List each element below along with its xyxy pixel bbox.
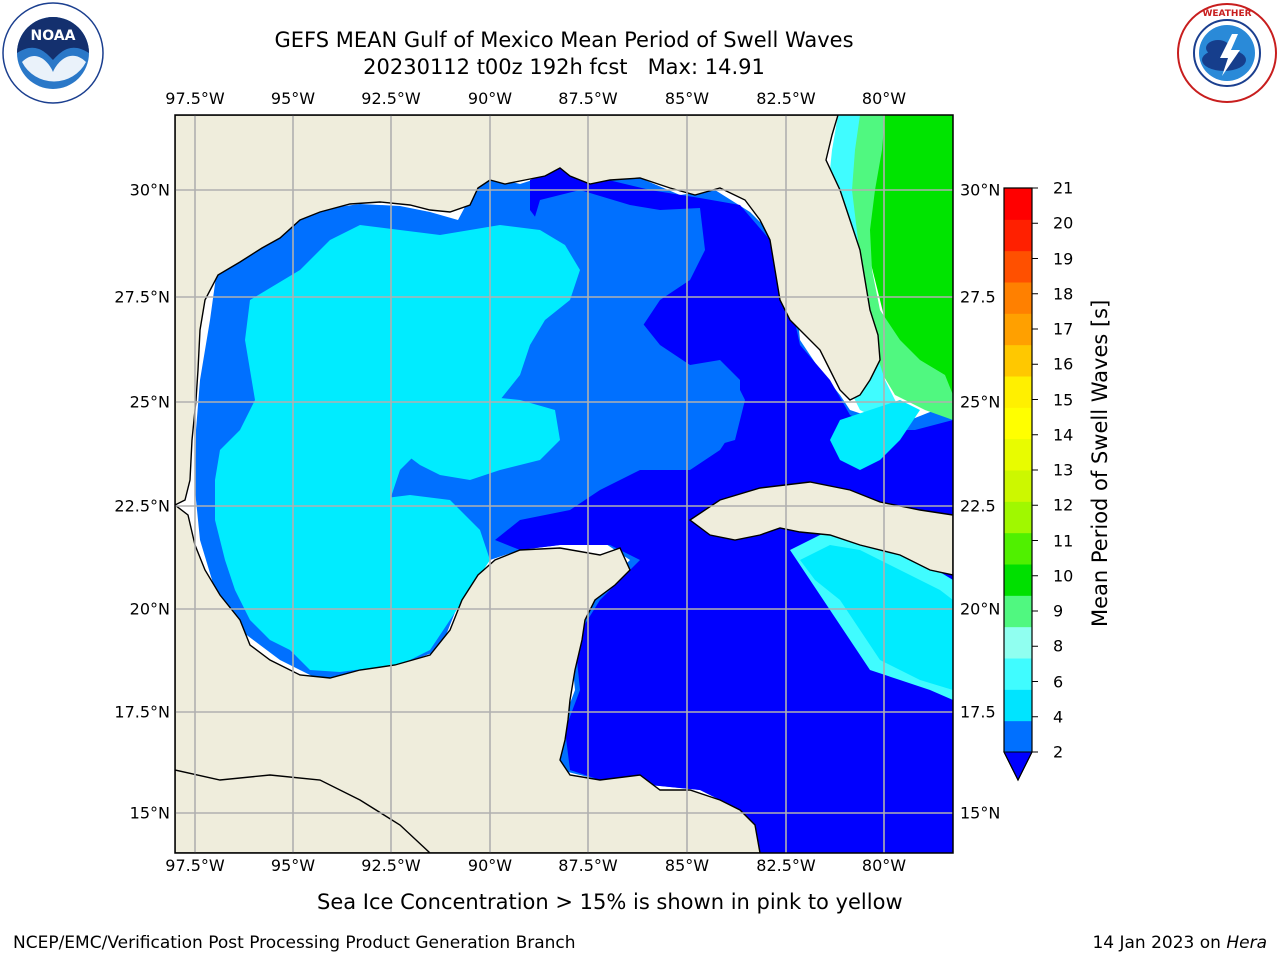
gulf-water-cyan-inner xyxy=(285,495,490,672)
map-title-line2: 20230112 t00z 192h fcst Max: 14.91 xyxy=(363,55,765,79)
lat-label-left: 20°N xyxy=(129,599,170,619)
footer-date-text: 14 Jan 2023 on xyxy=(1092,933,1227,953)
lat-label-left: 25°N xyxy=(129,392,170,412)
colorbar-segment xyxy=(1004,720,1032,753)
colorbar-tick-label: 8 xyxy=(1053,636,1064,656)
lat-label-left: 22.5°N xyxy=(114,496,170,516)
colorbar-segment xyxy=(1004,438,1032,471)
colorbar-tick-label: 19 xyxy=(1053,249,1074,268)
colorbar-segment xyxy=(1004,376,1032,408)
lat-label-right: 15°N xyxy=(960,803,1001,823)
colorbar-tick-label: 16 xyxy=(1053,354,1074,374)
land-us-north xyxy=(175,115,881,506)
land-mexico xyxy=(175,504,761,853)
svg-text:WEATHER: WEATHER xyxy=(1202,9,1251,19)
colorbar-segment xyxy=(1004,626,1032,659)
colorbar-segment xyxy=(1004,532,1032,565)
colorbar-segment xyxy=(1004,407,1032,440)
lon-label-bottom: 97.5°W xyxy=(165,856,225,875)
lat-label-right: 22.5 xyxy=(960,496,996,516)
colorbar-tick-label: 20 xyxy=(1053,213,1074,233)
footer-host: Hera xyxy=(1226,933,1267,953)
colorbar-tick-label: 21 xyxy=(1053,178,1074,198)
colorbar-segment xyxy=(1004,564,1032,596)
colorbar-tick-label: 14 xyxy=(1053,425,1074,445)
colorbar-tick-label: 15 xyxy=(1053,390,1074,409)
atlantic-water-light-green xyxy=(842,115,953,420)
colorbar-tick-label: 2 xyxy=(1053,742,1064,762)
map-frame xyxy=(174,114,954,854)
lat-label-left: 15°N xyxy=(129,803,170,823)
strait-water-cyan xyxy=(830,400,920,470)
colorbar-segment xyxy=(1004,344,1032,377)
lon-label-top: 92.5°W xyxy=(361,89,421,108)
colorbar-segment xyxy=(1004,658,1032,690)
colorbar-segment xyxy=(1004,689,1032,722)
lat-label-left: 30°N xyxy=(129,180,170,200)
lon-label-bottom: 80°W xyxy=(861,856,907,875)
lon-label-bottom: 95°W xyxy=(270,856,316,875)
colorbar-segment xyxy=(1004,282,1032,314)
colorbar-tick-label: 17 xyxy=(1053,319,1074,339)
colorbar-segment xyxy=(1004,595,1032,628)
lon-label-top: 82.5°W xyxy=(756,89,816,108)
lat-label-left: 17.5°N xyxy=(114,702,170,722)
lat-label-right: 25°N xyxy=(960,392,1001,412)
lat-label-right: 30°N xyxy=(960,180,1001,200)
sea-ice-caption: Sea Ice Concentration > 15% is shown in … xyxy=(317,890,903,914)
lon-label-top: 87.5°W xyxy=(558,89,618,108)
map-title-line1: GEFS MEAN Gulf of Mexico Mean Period of … xyxy=(274,28,854,52)
lon-label-bottom: 85°W xyxy=(664,856,710,875)
colorbar-segment xyxy=(1004,313,1032,346)
colorbar-segment xyxy=(1004,219,1032,252)
lon-label-top: 80°W xyxy=(861,89,907,108)
colorbar-label: Mean Period of Swell Waves [s] xyxy=(1088,299,1112,627)
lat-label-right: 17.5 xyxy=(960,702,996,722)
colorbar-tick-label: 18 xyxy=(1053,284,1074,304)
lon-label-bottom: 87.5°W xyxy=(558,856,618,875)
colorbar-tick-label: 13 xyxy=(1053,460,1074,480)
nws-logo: WEATHER xyxy=(1177,3,1277,103)
footer-date: 14 Jan 2023 on Hera xyxy=(1092,933,1267,953)
lon-label-bottom: 90°W xyxy=(467,856,513,875)
lat-label-right: 20°N xyxy=(960,599,1001,619)
colorbar xyxy=(1003,187,1038,782)
caribbean-water-light xyxy=(800,545,953,690)
colorbar-tick-label: 4 xyxy=(1053,707,1064,727)
colorbar-tick-label: 11 xyxy=(1053,531,1074,550)
colorbar-tick-label: 9 xyxy=(1053,601,1064,621)
gulf-water-blue-middle xyxy=(520,190,745,470)
lat-label-left: 27.5°N xyxy=(114,287,170,307)
lon-label-top: 85°W xyxy=(664,89,710,108)
colorbar-tick-label: 10 xyxy=(1053,566,1074,586)
lon-label-bottom: 82.5°W xyxy=(756,856,816,875)
colorbar-tick-label: 6 xyxy=(1053,672,1064,691)
lon-label-top: 95°W xyxy=(270,89,316,108)
lon-label-top: 97.5°W xyxy=(165,89,225,108)
colorbar-segment xyxy=(1004,250,1032,283)
lat-label-right: 27.5 xyxy=(960,287,996,307)
colorbar-segment xyxy=(1004,188,1032,220)
colorbar-tick-label: 12 xyxy=(1053,495,1074,515)
graticule xyxy=(175,115,953,853)
lon-label-top: 90°W xyxy=(467,89,513,108)
lon-label-bottom: 92.5°W xyxy=(361,856,421,875)
colorbar-extend-triangle xyxy=(1003,751,1033,782)
noaa-logo-text: NOAA xyxy=(31,28,76,44)
colorbar-segment xyxy=(1004,470,1032,502)
colorbar-frame xyxy=(1003,187,1033,782)
gulf-water-cyan-center xyxy=(330,360,560,480)
footer-credit: NCEP/EMC/Verification Post Processing Pr… xyxy=(13,933,576,953)
noaa-logo: NOAA xyxy=(2,2,104,104)
colorbar-segment xyxy=(1004,501,1032,534)
